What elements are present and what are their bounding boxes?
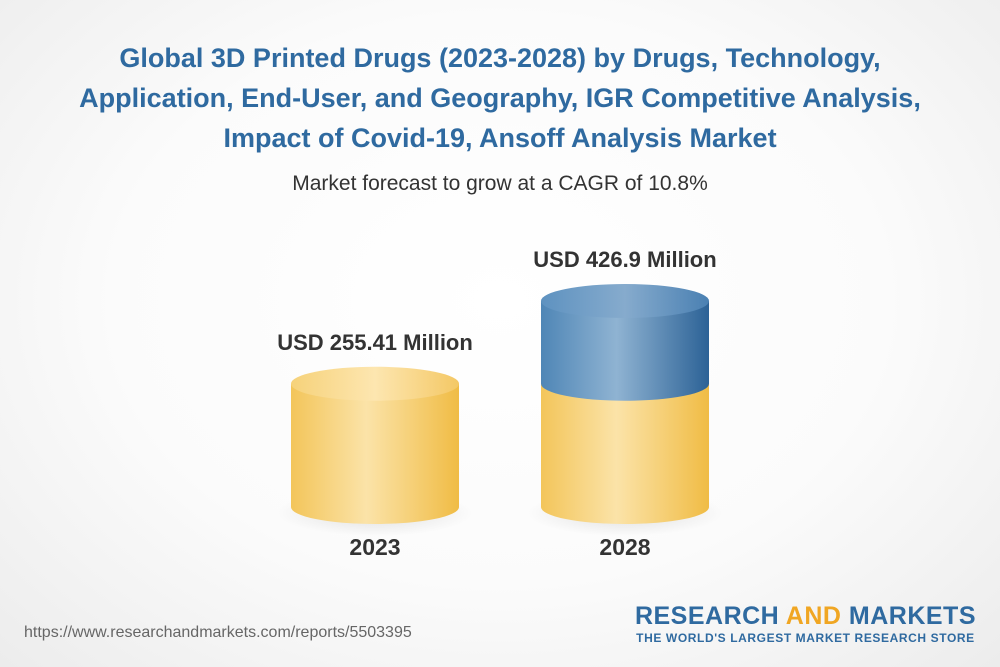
cylinder-top: [541, 284, 709, 318]
cylinder-2023: USD 255.41 Million 2023: [277, 330, 473, 560]
cylinder-2028: USD 426.9 Million 2028: [527, 247, 723, 560]
cylinder-top: [291, 366, 459, 401]
brand-name: RESEARCH AND MARKETS: [634, 602, 976, 630]
growth-segment: [541, 301, 709, 401]
chart-subtitle: Market forecast to grow at a CAGR of 10.…: [292, 172, 708, 195]
brand-tagline: THE WORLD'S LARGEST MARKET RESEARCH STOR…: [636, 631, 975, 645]
category-label-2028: 2028: [599, 534, 650, 560]
base-segment: [291, 383, 459, 524]
base-segment: [541, 383, 709, 524]
brand-logo: RESEARCH AND MARKETS THE WORLD'S LARGEST…: [635, 602, 976, 645]
report-url[interactable]: https://www.researchandmarkets.com/repor…: [24, 624, 412, 641]
category-label-2023: 2023: [349, 534, 400, 560]
value-label-2028: USD 426.9 Million: [533, 247, 716, 272]
chart-title: Global 3D Printed Drugs (2023-2028) by D…: [79, 43, 921, 153]
value-label-2023: USD 255.41 Million: [277, 330, 473, 355]
